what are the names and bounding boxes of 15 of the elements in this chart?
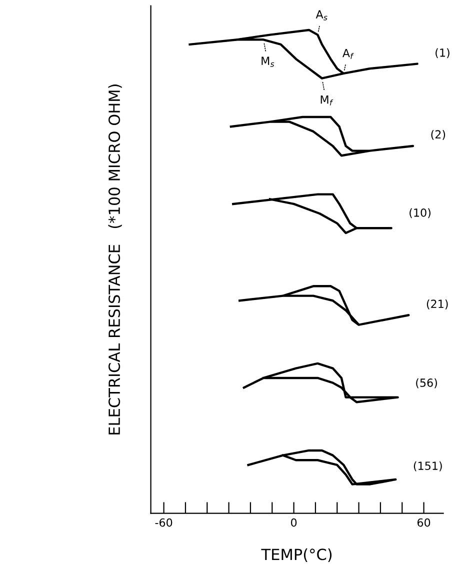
series-label: (56) bbox=[416, 378, 437, 388]
x-axis-title: TEMP(°C) bbox=[261, 548, 332, 562]
series-label: (2) bbox=[431, 130, 446, 140]
annotation: M$_{s}$ bbox=[262, 56, 274, 67]
x-tick-label: -60 bbox=[155, 518, 172, 527]
series-label: (151) bbox=[414, 461, 442, 472]
annotation: A$_{s}$ bbox=[316, 10, 328, 20]
x-tick-label: 60 bbox=[418, 518, 430, 527]
series-label: (1) bbox=[436, 48, 450, 58]
series-label: (21) bbox=[426, 299, 448, 310]
annotation: A$_{f}$ bbox=[342, 48, 354, 59]
x-tick-label: 0 bbox=[291, 518, 297, 527]
y-axis-title: ELECTRICAL RESISTANCE (*100 MICRO OHM) bbox=[108, 84, 122, 434]
series-label: (10) bbox=[410, 208, 430, 218]
annotation: M$_{f}$ bbox=[320, 95, 334, 106]
